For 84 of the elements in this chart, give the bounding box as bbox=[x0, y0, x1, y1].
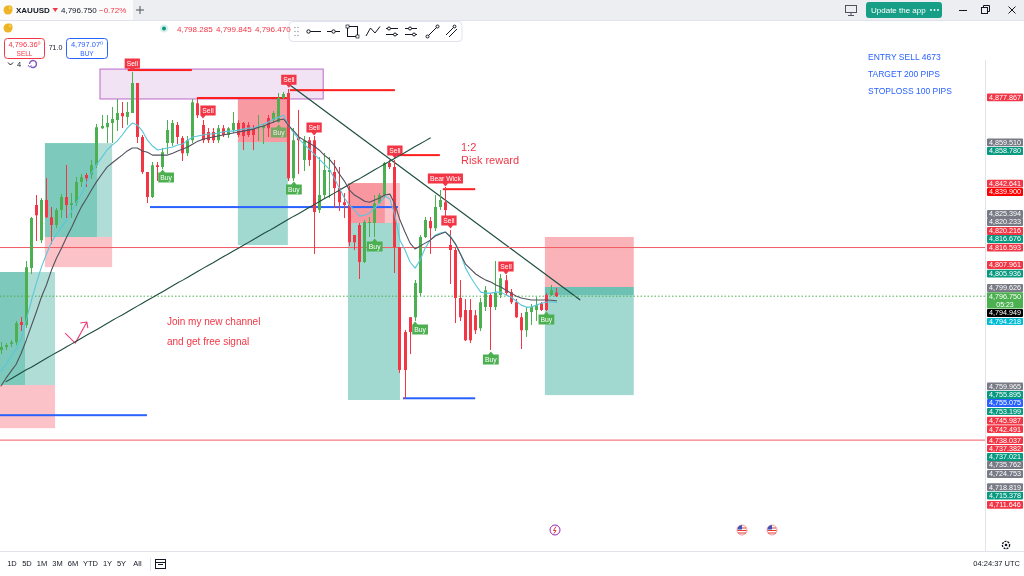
candlestick bbox=[434, 195, 437, 231]
candlestick bbox=[459, 280, 462, 321]
candlestick bbox=[474, 310, 477, 334]
candlestick bbox=[353, 235, 356, 250]
candlestick bbox=[449, 230, 452, 284]
candlestick bbox=[40, 198, 43, 243]
candlestick bbox=[520, 313, 523, 349]
candlestick bbox=[404, 330, 407, 399]
candlestick bbox=[368, 217, 371, 237]
candlestick bbox=[35, 195, 38, 241]
candlestick bbox=[489, 293, 492, 350]
candlestick bbox=[166, 120, 169, 154]
candlestick bbox=[409, 317, 412, 354]
candlestick bbox=[171, 120, 174, 146]
text: Update the app bbox=[871, 5, 927, 15]
annotation: Join my new channel bbox=[167, 316, 261, 327]
text: STOPLOSS 100 PIPS bbox=[868, 86, 953, 96]
annotation: Risk reward bbox=[461, 154, 520, 166]
candlestick bbox=[363, 220, 366, 263]
candlestick bbox=[101, 115, 104, 129]
candlestick bbox=[121, 102, 124, 128]
candlestick bbox=[176, 122, 179, 144]
candlestick bbox=[388, 160, 391, 169]
candlestick bbox=[131, 72, 134, 113]
annotation: 1:2 bbox=[461, 141, 477, 153]
candlestick bbox=[313, 136, 316, 254]
candlestick bbox=[95, 124, 98, 168]
candlestick bbox=[10, 340, 13, 347]
candlestick bbox=[151, 162, 154, 198]
candlestick bbox=[80, 174, 83, 187]
candlestick bbox=[343, 193, 346, 218]
candlestick bbox=[141, 135, 144, 174]
candlestick bbox=[454, 247, 457, 323]
chart-title: XAUUSD bbox=[16, 5, 50, 15]
candlestick bbox=[318, 157, 321, 213]
candlestick bbox=[65, 165, 68, 218]
candlestick bbox=[196, 99, 199, 118]
candlestick bbox=[5, 343, 8, 350]
candlestick bbox=[20, 317, 23, 331]
candlestick bbox=[0, 342, 3, 354]
candlestick bbox=[323, 153, 326, 198]
candlestick bbox=[282, 92, 285, 99]
candlestick bbox=[60, 194, 63, 218]
text: TARGET 200 PIPS bbox=[868, 69, 941, 79]
candlestick bbox=[136, 83, 139, 143]
candlestick bbox=[55, 208, 58, 228]
candlestick bbox=[525, 307, 528, 337]
candlestick bbox=[287, 89, 290, 181]
candlestick bbox=[530, 304, 533, 325]
candlestick bbox=[424, 217, 427, 238]
candlestick bbox=[292, 128, 295, 181]
candlestick bbox=[515, 299, 518, 318]
candlestick bbox=[469, 299, 472, 343]
candlestick bbox=[30, 217, 33, 274]
text: 4,796.750 bbox=[61, 5, 98, 15]
candlestick bbox=[116, 99, 119, 131]
candlestick bbox=[398, 247, 401, 373]
annotation: and get free signal bbox=[167, 336, 250, 347]
text: 4,796.470 bbox=[255, 24, 292, 34]
line-series bbox=[5, 137, 431, 383]
text: ENTRY SELL 4673 bbox=[868, 52, 941, 62]
text: 4,798.285 bbox=[177, 24, 214, 34]
candlestick bbox=[156, 162, 159, 181]
candlestick bbox=[232, 112, 235, 133]
text: 4,799.845 bbox=[216, 24, 253, 34]
candlestick bbox=[126, 102, 129, 125]
text: −0.72% bbox=[99, 5, 127, 15]
candlestick bbox=[15, 321, 18, 345]
candlestick bbox=[75, 177, 78, 206]
candlestick bbox=[358, 223, 361, 279]
candlestick bbox=[191, 99, 194, 143]
candlestick bbox=[106, 115, 109, 143]
candlestick bbox=[45, 178, 48, 218]
candlestick bbox=[444, 187, 447, 216]
candlestick bbox=[111, 107, 114, 143]
candlestick bbox=[50, 207, 53, 244]
candlestick bbox=[439, 190, 442, 210]
candlestick bbox=[297, 110, 300, 174]
candlestick bbox=[464, 299, 467, 341]
candlestick bbox=[383, 162, 386, 198]
candlestick bbox=[146, 172, 149, 203]
candlestick bbox=[348, 186, 351, 246]
candlestick bbox=[555, 288, 558, 297]
candlestick bbox=[429, 217, 432, 254]
